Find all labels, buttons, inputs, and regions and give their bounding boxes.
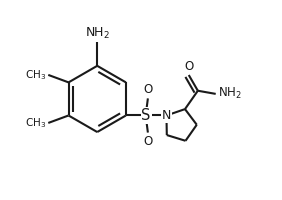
Text: O: O — [184, 60, 193, 73]
Text: N: N — [162, 109, 171, 122]
Text: O: O — [143, 83, 153, 96]
Text: CH$_3$: CH$_3$ — [25, 116, 47, 130]
Text: NH$_2$: NH$_2$ — [85, 26, 110, 41]
Text: O: O — [143, 135, 153, 148]
Text: S: S — [142, 108, 151, 123]
Text: NH$_2$: NH$_2$ — [218, 86, 242, 101]
Text: CH$_3$: CH$_3$ — [25, 68, 47, 82]
Text: N: N — [162, 109, 171, 122]
